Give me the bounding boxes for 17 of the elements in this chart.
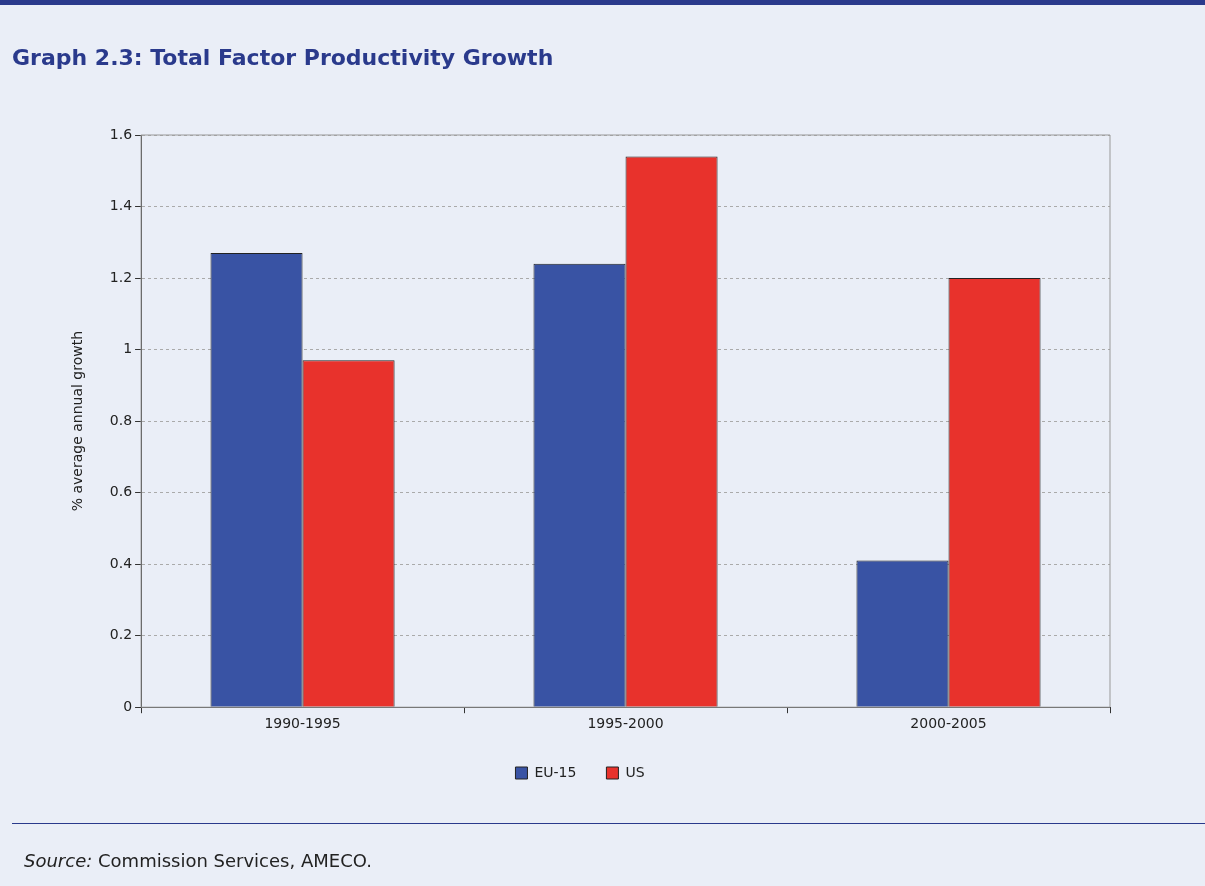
y-tick-label: 0.8 [109, 411, 133, 428]
y-tick-label: 0.6 [109, 483, 133, 500]
y-axis-title: % average annual growth [69, 330, 86, 512]
x-tick-label: 1990-1995 [264, 715, 341, 732]
y-tick-label: 1.2 [109, 268, 133, 285]
x-tick-label: 1995-2000 [587, 715, 664, 732]
y-tick-label: 0.2 [109, 626, 133, 643]
y-tick-label: 1.6 [109, 125, 133, 142]
legend-label: US [625, 763, 645, 780]
y-tick-label: 0 [123, 697, 133, 714]
x-tick-label: 2000-2005 [910, 715, 987, 732]
source-note: Source: Commission Services, AMECO. [24, 850, 372, 871]
y-tick-label: 1.4 [109, 197, 133, 214]
y-tick-label: 0.4 [109, 554, 133, 571]
y-tick-label: 1 [123, 340, 133, 357]
legend-label: EU-15 [534, 763, 577, 780]
chart-title: Graph 2.3: Total Factor Productivity Growth [12, 45, 554, 70]
